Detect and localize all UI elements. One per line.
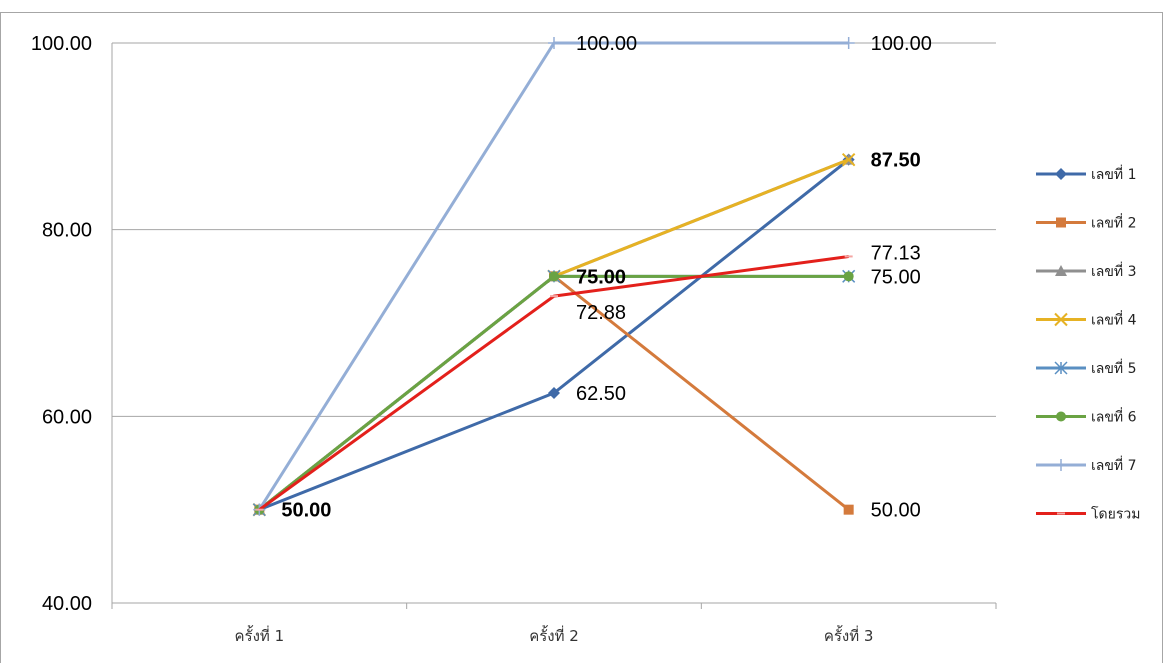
series-3 [253,153,855,515]
legend-entry: เลขที่ 1 [1036,165,1137,183]
point-marker [549,271,559,282]
series-8 [255,254,853,511]
x-tick-label: ครั้งที่ 1 [235,625,285,645]
data-label: 62.50 [576,383,626,405]
point-marker [548,37,560,49]
y-tick-label: 60.00 [42,406,92,428]
point-marker [842,37,855,49]
data-label: 75.00 [871,266,921,288]
y-tick-label: 80.00 [42,220,92,242]
legend-label: เลขที่ 1 [1091,165,1137,183]
point-marker [1055,265,1067,276]
legend-entry: เลขที่ 6 [1036,408,1137,426]
data-label: 100.00 [576,33,637,55]
series-line [258,158,850,512]
point-marker [548,387,560,399]
legend-entry: เลขที่ 4 [1036,311,1137,329]
series-1 [253,153,855,516]
legend-entry: เลขที่ 5 [1036,359,1137,377]
point-marker [1055,459,1067,471]
series [252,37,856,517]
legend-label: เลขที่ 2 [1091,214,1137,232]
legend-label: เลขที่ 5 [1091,359,1137,377]
gridlines [112,42,996,604]
series-line [258,254,849,511]
point-marker [1054,312,1068,327]
data-labels: 62.50 50.00 87.50 50.00 75.00 75.00 100.00 100.… [281,33,932,522]
data-label: 87.50 [871,150,921,172]
axes: 40.00 60.00 80.00 100.00 ครั้งที่ 1 ครั้งที่ … [31,33,997,645]
point-marker [843,271,854,282]
data-label: 77.13 [871,242,921,264]
x-tick-label: ครั้งที่ 3 [824,625,874,645]
data-label: 100.00 [871,33,932,55]
legend-entry: เลขที่ 7 [1036,456,1137,474]
legend: เลขที่ 1 เลขที่ 2 เลขที่ 3 เลขที่ 4 เลขที่ 5… [1036,165,1140,523]
data-label: 75.00 [576,266,626,288]
legend-label: เลขที่ 6 [1091,408,1137,426]
series-line [258,158,850,511]
legend-entry: เลขที่ 2 [1036,214,1137,232]
series-line [258,158,850,511]
point-marker [1056,217,1066,228]
x-tick-label: ครั้งที่ 2 [529,625,579,645]
data-label: 50.00 [281,500,331,522]
point-marker [841,152,856,167]
point-marker [1054,361,1068,375]
data-label: 72.88 [576,302,626,324]
y-tick-label: 40.00 [42,593,92,615]
legend-label: เลขที่ 4 [1091,311,1137,329]
legend-label: เลขที่ 3 [1091,262,1137,280]
y-tick-label: 100.00 [31,33,92,55]
point-marker [1055,168,1067,180]
legend-label: โดยรวม [1091,506,1140,523]
legend-label: เลขที่ 7 [1091,456,1137,474]
legend-entry: โดยรวม [1036,506,1140,523]
legend-entry: เลขที่ 3 [1036,262,1137,280]
data-label: 50.00 [871,500,921,522]
series-4 [252,152,856,517]
point-marker [1056,411,1066,422]
chart-frame [0,12,1163,663]
point-marker [843,504,854,515]
